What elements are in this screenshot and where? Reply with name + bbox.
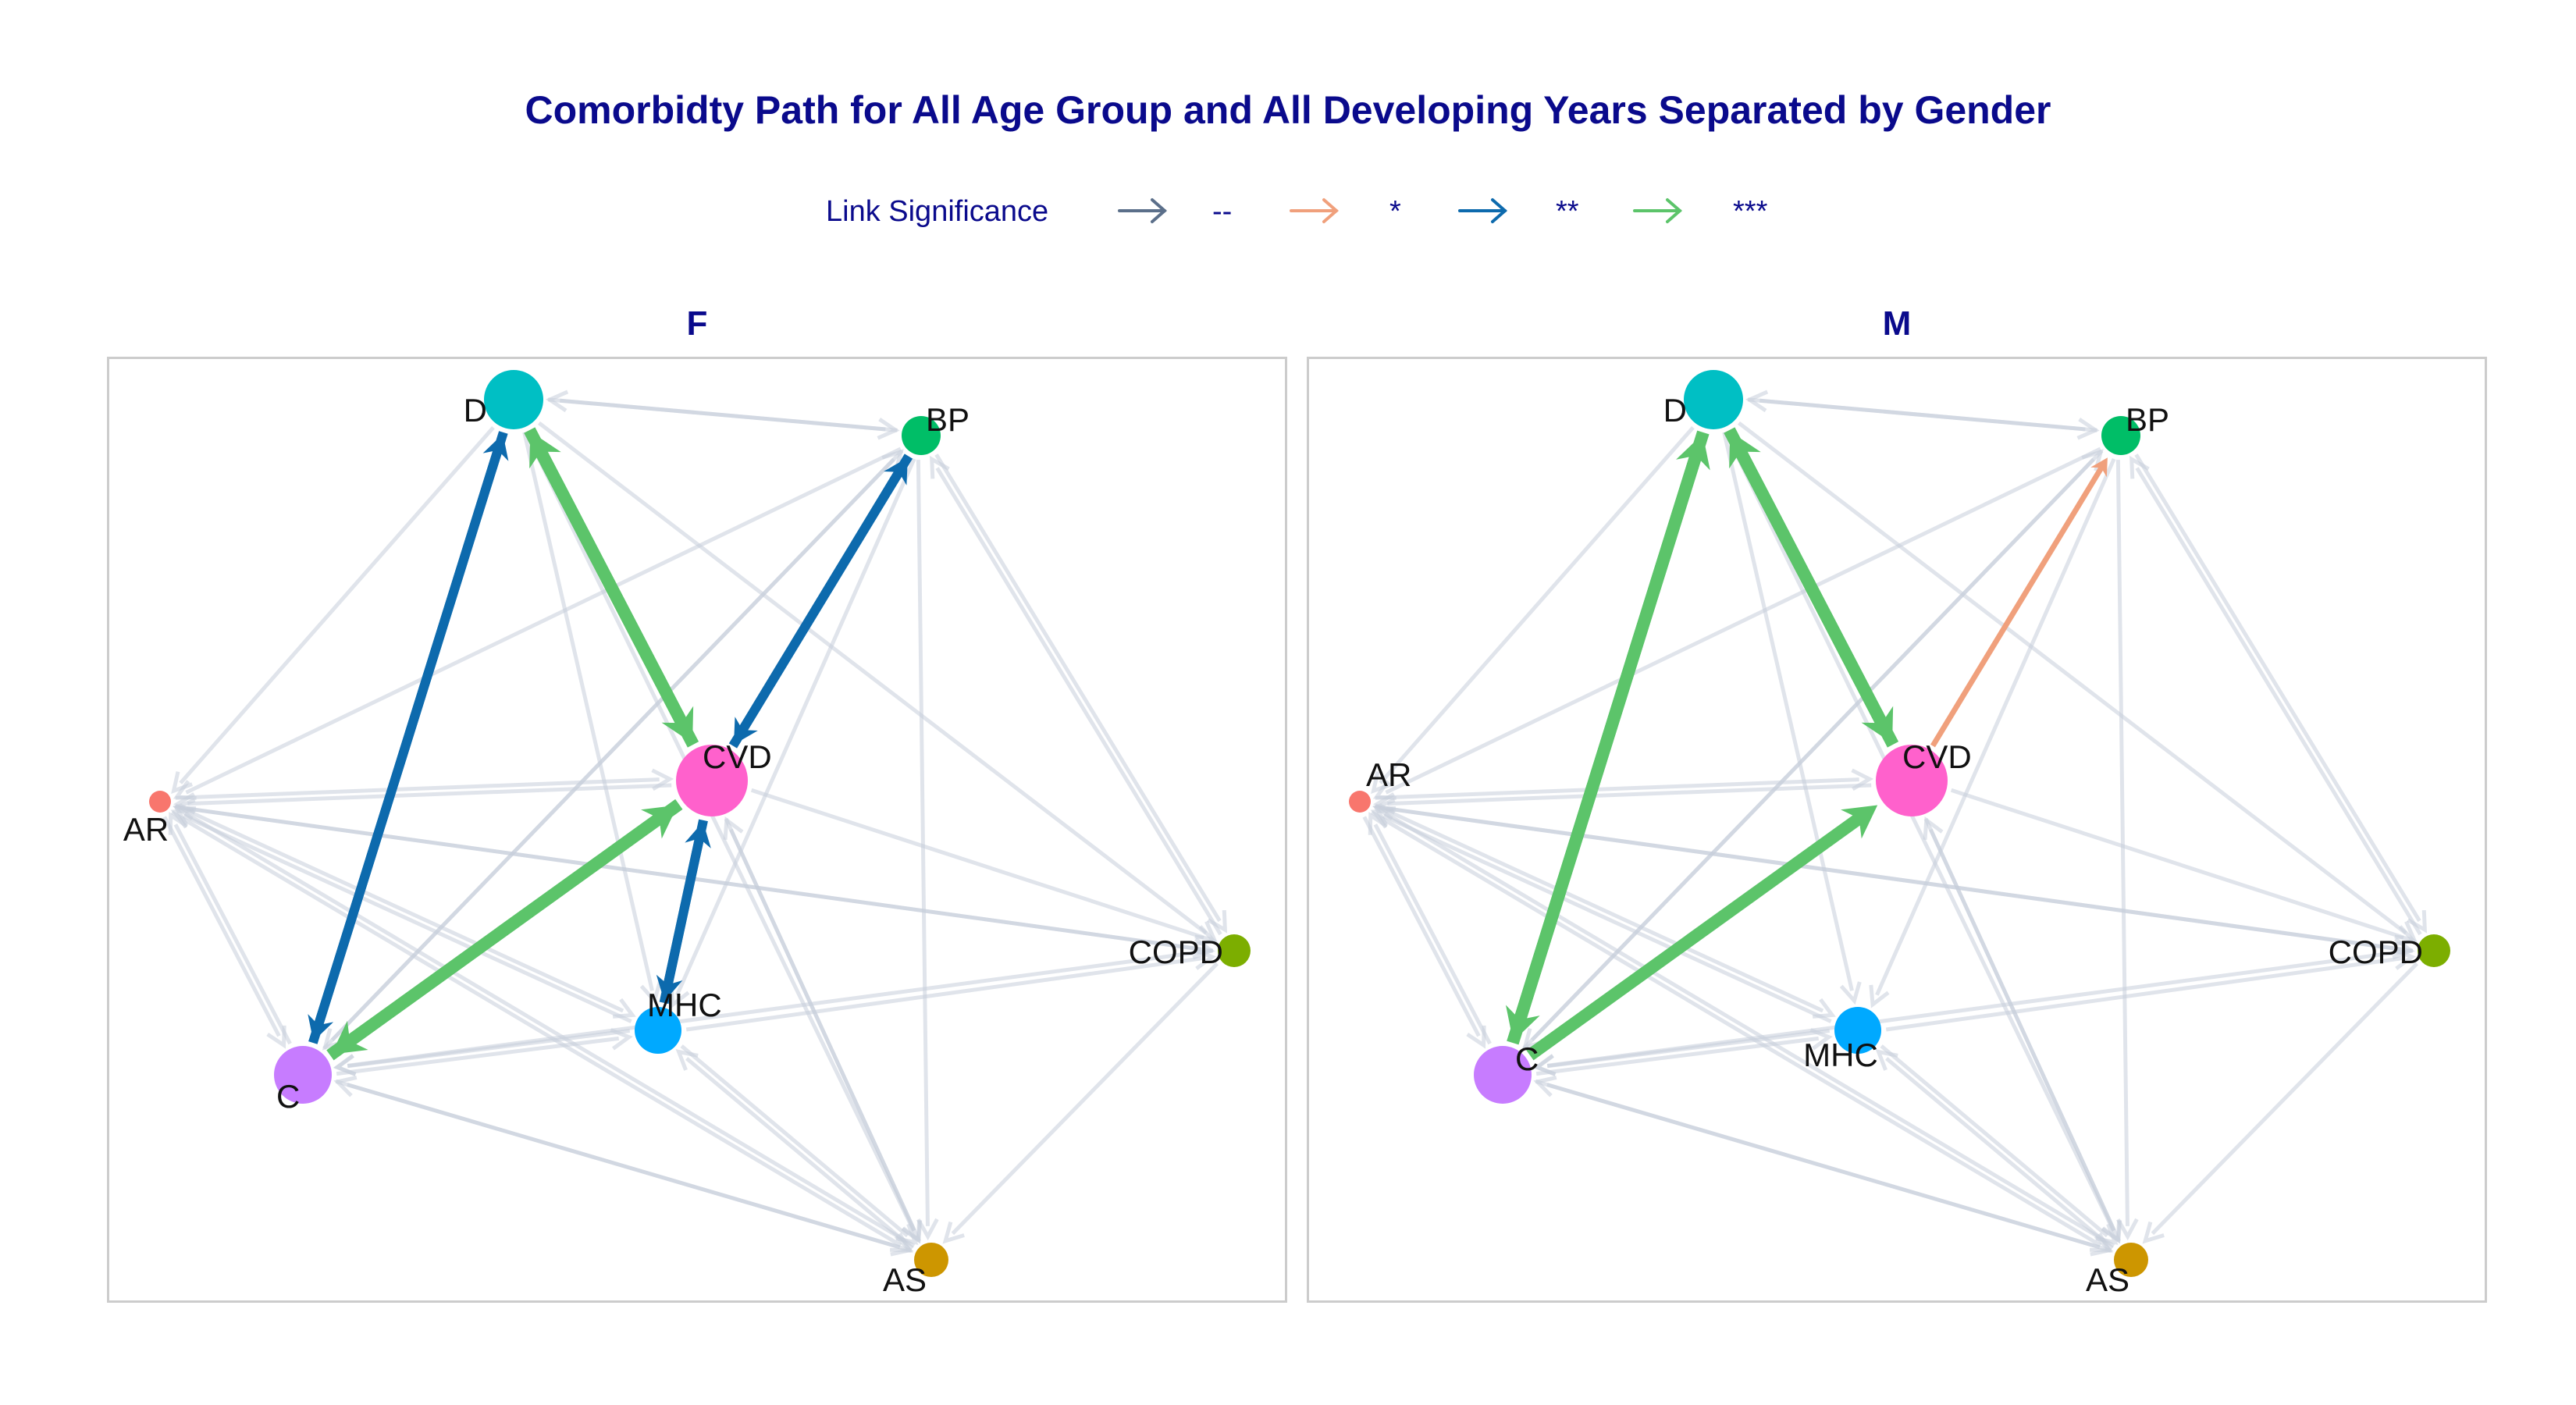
node-cvd xyxy=(1876,745,1948,816)
node-label-as: AS xyxy=(2086,1261,2129,1298)
link-c-d xyxy=(308,433,509,1044)
node-label-ar: AR xyxy=(123,811,169,848)
node-label-mhc: MHC xyxy=(1803,1037,1878,1073)
legend-title: Link Significance xyxy=(826,195,1049,228)
node-as xyxy=(914,1243,948,1277)
node-copd xyxy=(2418,934,2450,967)
legend-arrow-icon-0 xyxy=(1118,198,1168,223)
background-link-bp-d xyxy=(546,389,898,432)
legend-arrow-icon-3 xyxy=(1633,198,1683,223)
node-d xyxy=(484,370,543,429)
node-label-copd: COPD xyxy=(2329,934,2423,970)
legend-label-1: * xyxy=(1389,195,1401,228)
background-link-d-as xyxy=(1724,431,2122,1244)
background-link-mhc-ar xyxy=(1370,808,1832,1023)
node-mhc xyxy=(1834,1007,1881,1054)
panel-title-f: F xyxy=(686,304,708,343)
background-link-as-mhc xyxy=(675,1049,914,1250)
node-bp xyxy=(902,416,941,455)
background-link-mhc-copd xyxy=(685,948,1216,1032)
node-label-as: AS xyxy=(883,1261,927,1298)
node-c xyxy=(1474,1046,1532,1104)
background-link-copd-as xyxy=(2142,962,2419,1244)
background-link-mhc-copd xyxy=(1885,948,2416,1032)
node-copd xyxy=(1218,934,1251,967)
background-link-d-mhc xyxy=(522,432,662,1005)
legend: Link Significance -- * ** *** xyxy=(0,192,2576,239)
background-link-ar-c xyxy=(1362,816,1486,1049)
node-label-cvd: CVD xyxy=(703,738,772,775)
panel-f-graph: D BP AR CVD COPD MHC C AS xyxy=(123,370,1251,1298)
legend-label-3: *** xyxy=(1733,195,1768,228)
node-label-bp: BP xyxy=(2126,401,2169,438)
panel-m-frame xyxy=(1307,357,2487,1303)
background-link-d-as xyxy=(524,431,922,1244)
background-link-cvd-copd xyxy=(750,788,1218,947)
node-label-c: C xyxy=(1515,1040,1539,1077)
legend-arrow-icon-1 xyxy=(1290,198,1340,223)
background-link-c-ar xyxy=(168,812,292,1045)
node-cvd xyxy=(676,745,748,816)
background-link-as-ar xyxy=(1372,806,2115,1248)
background-link-copd-bp xyxy=(930,455,1222,936)
background-link-copd-as xyxy=(942,962,1219,1244)
background-link-copd-bp xyxy=(2129,455,2422,936)
background-link-as-mhc xyxy=(1875,1049,2114,1250)
background-link-as-c xyxy=(1533,1076,2112,1253)
node-bp xyxy=(2101,416,2140,455)
background-link-d-mhc xyxy=(1722,432,1862,1005)
node-label-mhc: MHC xyxy=(647,987,722,1023)
node-label-d: D xyxy=(464,392,487,429)
link-c-d xyxy=(1507,433,1710,1045)
link-cvd-bp xyxy=(1930,457,2108,748)
background-link-as-c xyxy=(333,1076,912,1253)
node-d xyxy=(1684,370,1743,429)
background-link-c-bp xyxy=(322,449,904,1051)
legend-label-0: -- xyxy=(1212,195,1233,228)
panel-f-frame xyxy=(107,357,1287,1303)
node-label-c: C xyxy=(276,1078,300,1115)
background-link-cvd-copd xyxy=(1950,788,2418,947)
node-label-ar: AR xyxy=(1366,756,1411,793)
node-c xyxy=(274,1046,332,1104)
node-label-copd: COPD xyxy=(1129,934,1223,970)
background-link-as-cvd xyxy=(1923,816,2121,1243)
link-mhc-cvd xyxy=(659,821,711,1005)
link-cvd-c xyxy=(331,799,683,1055)
background-link-bp-mhc xyxy=(1869,457,2116,1008)
node-as xyxy=(2114,1243,2148,1277)
background-link-bp-copd xyxy=(2134,454,2428,934)
panel-m-graph: D BP AR CVD COPD MHC C AS xyxy=(1349,370,2450,1298)
legend-label-2: ** xyxy=(1556,195,1579,228)
background-link-mhc-as xyxy=(680,1044,919,1245)
node-ar xyxy=(149,791,171,813)
node-label-d: D xyxy=(1663,392,1687,429)
node-label-bp: BP xyxy=(926,401,970,438)
background-link-bp-d xyxy=(1745,389,2097,432)
background-link-as-ar xyxy=(173,806,916,1248)
link-cvd-d xyxy=(1729,431,1899,748)
link-c-cvd xyxy=(1526,805,1878,1061)
background-link-ar-c xyxy=(162,816,286,1049)
link-cvd-bp xyxy=(728,457,908,749)
panel-title-m: M xyxy=(1882,304,1912,343)
legend-arrow-icon-2 xyxy=(1458,198,1508,223)
node-label-cvd: CVD xyxy=(1902,738,1972,775)
chart-title: Comorbidty Path for All Age Group and Al… xyxy=(525,88,2051,132)
background-link-c-ar xyxy=(1368,812,1492,1045)
node-mhc xyxy=(635,1007,681,1054)
link-cvd-d xyxy=(529,431,699,748)
node-ar xyxy=(1349,791,1371,813)
background-link-d-copd xyxy=(1737,421,2418,942)
background-link-as-cvd xyxy=(723,816,921,1243)
background-link-mhc-as xyxy=(1880,1044,2119,1245)
background-link-mhc-ar xyxy=(170,808,632,1023)
background-link-bp-copd xyxy=(934,454,1228,934)
